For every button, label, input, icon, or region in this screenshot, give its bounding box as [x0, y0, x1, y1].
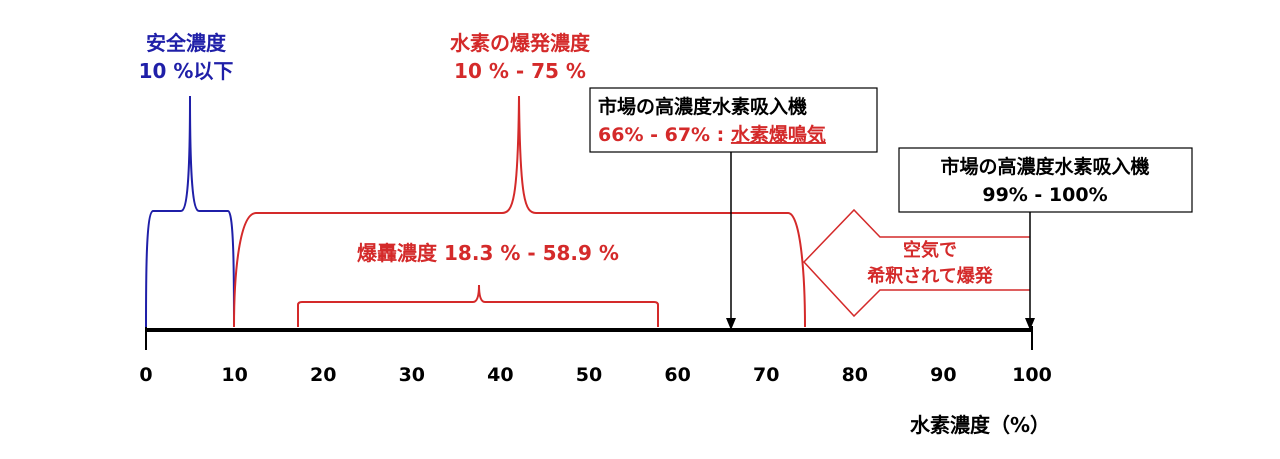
- axis-ticks: [145, 326, 1033, 350]
- axis-label: 水素濃度（%）: [910, 413, 1050, 437]
- detonation-label: 爆轟濃度 18.3 % - 58.9 %: [357, 241, 619, 265]
- callout-66-box: [589, 87, 878, 153]
- axis-tick-label: 0: [139, 364, 152, 386]
- callout-99-pointer-arrowhead: [1025, 318, 1035, 330]
- callout-99-box: [898, 147, 1193, 213]
- callout-66-pointer-arrowhead: [726, 318, 736, 330]
- axis-tick-label: 100: [1012, 364, 1052, 386]
- detonation-range-bracket: [297, 284, 659, 327]
- safe-title: 安全濃度: [146, 31, 227, 55]
- safe-range-text: 10 %以下: [139, 59, 234, 83]
- explosion-range-bracket: [233, 95, 806, 328]
- explosion-range-text: 10 % - 75 %: [454, 59, 586, 83]
- axis-tick-labels: 0 10 20 30 40 50 60 70 80 90 100: [139, 364, 1051, 386]
- callout-66-line2-prefix: 66% - 67% :: [598, 124, 731, 146]
- callout-66-line1: 市場の高濃度水素吸入機: [598, 95, 807, 118]
- axis-tick-label: 70: [753, 364, 779, 386]
- axis-tick-label: 40: [487, 364, 513, 386]
- callout-99-line1: 市場の高濃度水素吸入機: [940, 155, 1149, 178]
- axis-tick-label: 60: [664, 364, 690, 386]
- explosion-title: 水素の爆発濃度: [450, 31, 591, 55]
- axis-tick-label: 20: [310, 364, 336, 386]
- axis-tick-label: 90: [930, 364, 956, 386]
- callout-66-line2-emphasis: 水素爆鳴気: [731, 123, 826, 146]
- axis-tick-label: 10: [221, 364, 247, 386]
- axis-tick-label: 80: [842, 364, 868, 386]
- dilution-arrow: [802, 208, 1030, 318]
- dilution-arrow-line1: 空気で: [903, 239, 957, 261]
- callout-66-line2: 66% - 67% : 水素爆鳴気: [598, 123, 826, 146]
- axis-tick-label: 50: [576, 364, 602, 386]
- dilution-arrow-line2: 希釈されて爆発: [867, 265, 993, 287]
- safe-range-bracket: [145, 95, 235, 328]
- callout-99-line2: 99% - 100%: [982, 184, 1107, 206]
- axis-tick-label: 30: [399, 364, 425, 386]
